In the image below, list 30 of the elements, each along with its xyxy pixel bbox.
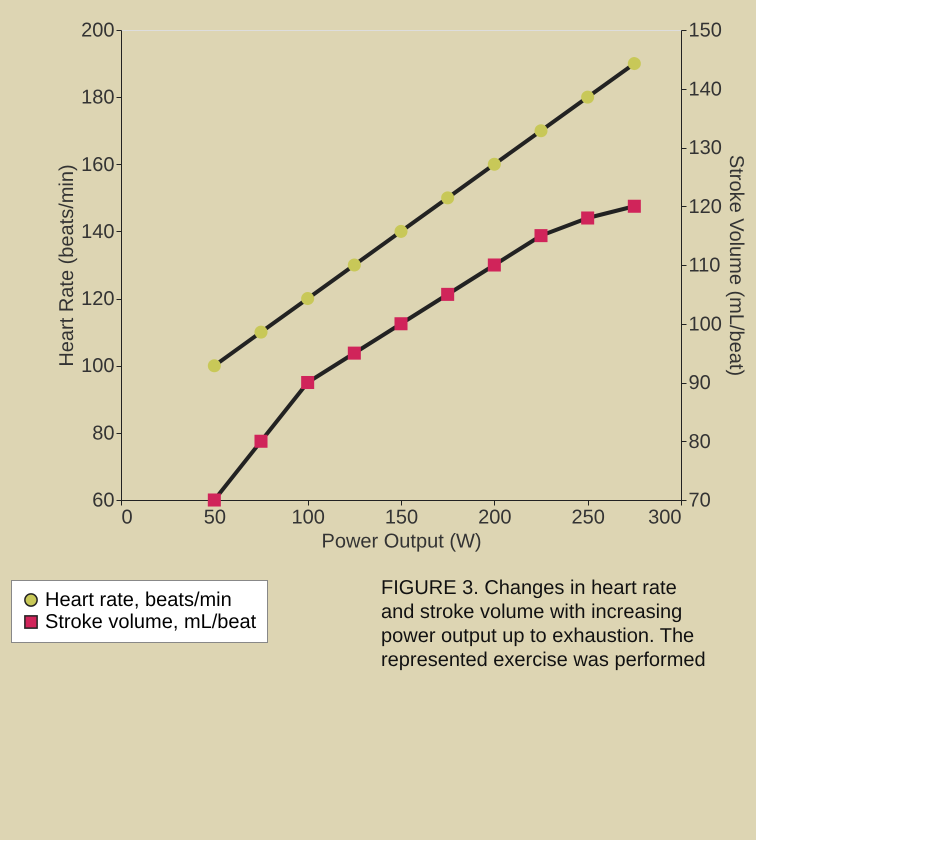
x-tick-label: 200 <box>478 506 512 528</box>
y2-tick-label: 130 <box>688 137 722 159</box>
y2-tick-label: 120 <box>688 196 722 218</box>
y-tick-label: 200 <box>81 20 114 42</box>
x-axis-title: Power Output (W) <box>321 530 482 552</box>
x-tick-label: 0 <box>122 506 133 528</box>
y2-tick-label: 140 <box>688 78 722 100</box>
x-tick-label: 50 <box>204 506 226 528</box>
y2-tick-label: 90 <box>688 372 711 394</box>
legend-label: Stroke volume, mL/beat <box>45 611 257 633</box>
y-tick-label: 120 <box>81 288 114 310</box>
x-tick-label: 300 <box>648 506 682 528</box>
y-tick-label: 60 <box>92 490 114 512</box>
y2-tick-label: 80 <box>688 430 711 453</box>
y-axis-title: Heart Rate (beats/min) <box>56 164 78 367</box>
y2-tick-label: 70 <box>688 490 711 512</box>
x-tick-label: 100 <box>291 506 325 528</box>
x-tick-label: 250 <box>571 506 605 528</box>
caption: FIGURE 3. Changes in heart rate and stroke volume with increasing power output up to exhaustion. The represented exercise was performed <box>381 577 706 671</box>
y-tick-label: 180 <box>81 86 114 109</box>
x-tick-label: 150 <box>384 506 418 528</box>
y2-axis-title: Stroke Volume (mL/beat) <box>724 154 747 376</box>
y-tick-label: 100 <box>81 355 114 378</box>
y-tick-label: 140 <box>81 220 114 243</box>
y2-tick-label: 150 <box>688 20 722 42</box>
y2-tick-label: 100 <box>688 313 722 336</box>
y-tick-label: 160 <box>81 154 114 176</box>
legend-label: Heart rate, beats/min <box>45 589 232 611</box>
y2-tick-label: 110 <box>688 254 720 276</box>
y-tick-label: 80 <box>92 422 114 444</box>
